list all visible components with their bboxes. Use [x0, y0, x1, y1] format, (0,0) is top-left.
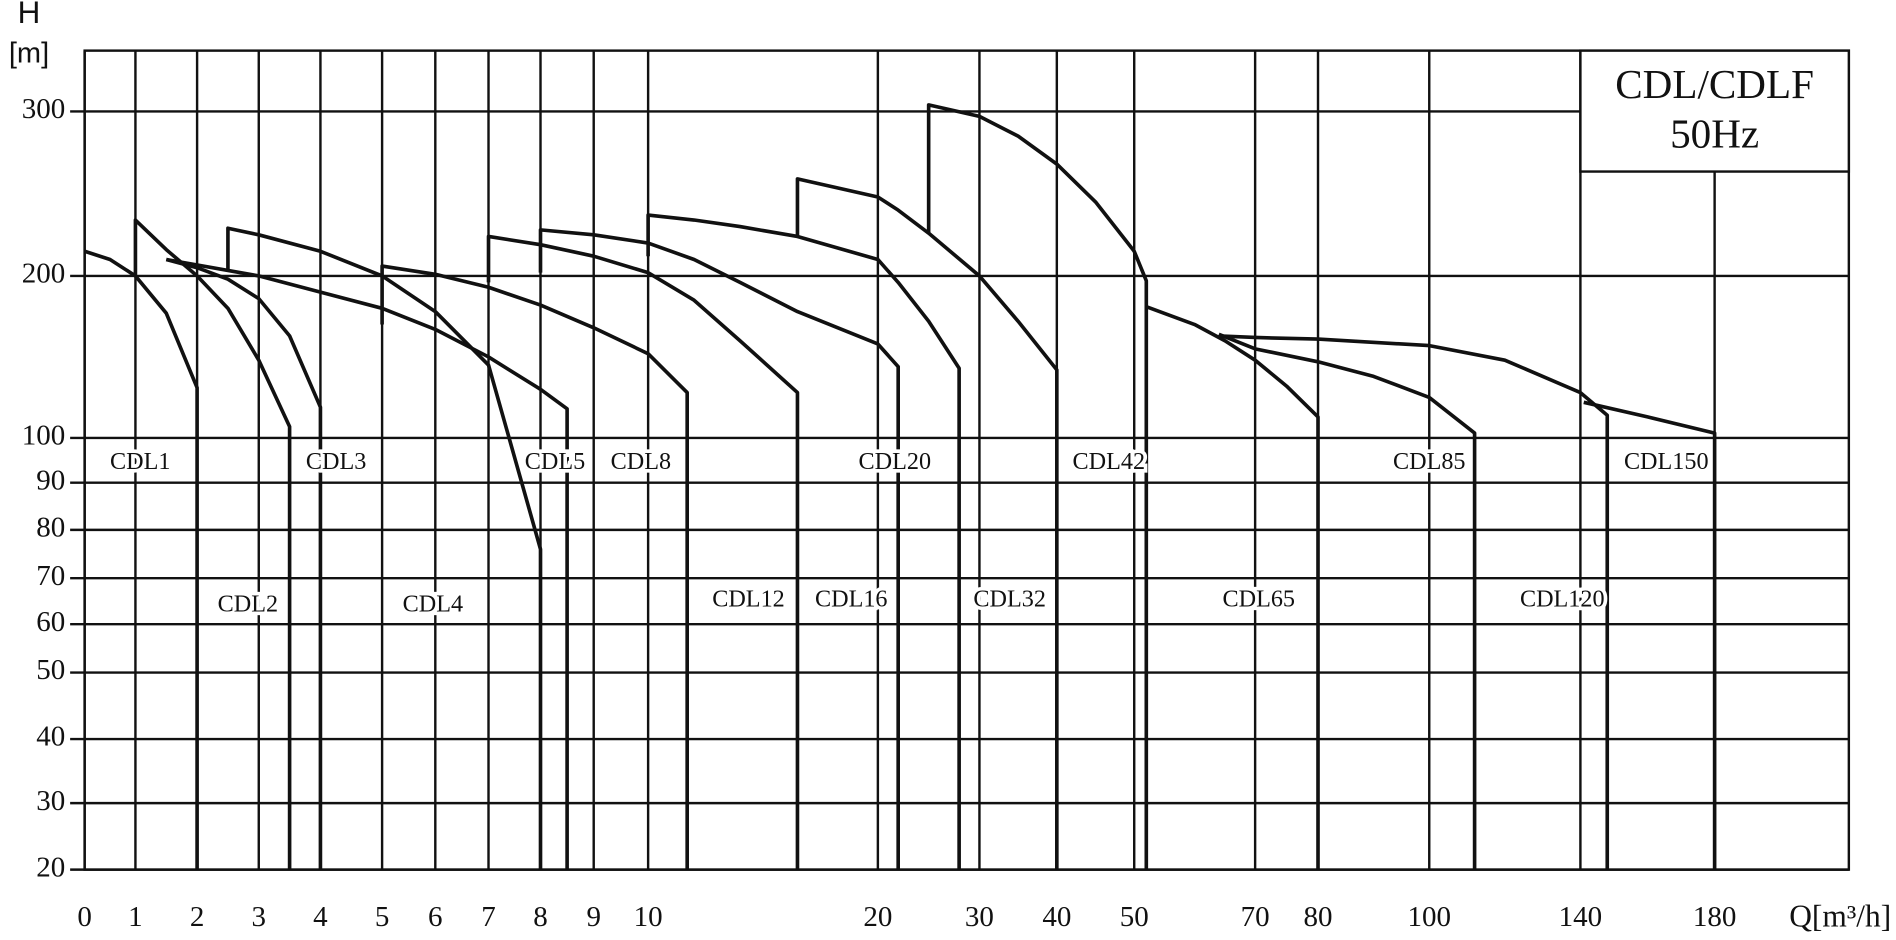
series-label: CDL4 — [403, 591, 463, 618]
series-label: CDL32 — [973, 586, 1046, 613]
x-tick-label: 70 — [1241, 901, 1270, 933]
x-tick-label: 80 — [1304, 901, 1333, 933]
performance-curve — [380, 264, 689, 870]
performance-curve — [165, 257, 569, 870]
series-label: CDL120 — [1520, 586, 1605, 613]
y-tick-label: 80 — [36, 512, 65, 544]
series-label: CDL8 — [611, 448, 671, 475]
y-axis-unit: [m] — [9, 37, 49, 69]
x-tick-label: 5 — [375, 901, 390, 933]
performance-curve — [1218, 332, 1477, 870]
y-tick-label: 20 — [36, 851, 65, 883]
x-tick-label: 40 — [1042, 901, 1071, 933]
performance-curve — [486, 234, 800, 870]
y-tick-label: 200 — [22, 258, 66, 290]
series-label: CDL42 — [1073, 448, 1146, 475]
title-box — [1579, 49, 1851, 173]
y-tick-label: 90 — [36, 464, 65, 496]
performance-curve — [133, 218, 292, 870]
y-tick-label: 300 — [22, 93, 66, 125]
y-tick-label: 100 — [22, 420, 66, 452]
series-label: CDL1 — [110, 448, 170, 475]
x-axis-label: Q[m³/h] — [1789, 898, 1891, 933]
x-tick-label: 10 — [634, 901, 663, 933]
performance-curve — [1145, 305, 1320, 870]
series-label: CDL12 — [712, 586, 785, 613]
performance-curve — [646, 213, 961, 870]
x-tick-label: 180 — [1693, 901, 1737, 933]
performance-curve — [226, 226, 543, 870]
y-tick-label: 70 — [36, 560, 65, 592]
series-label: CDL5 — [525, 448, 585, 475]
y-tick-label: 40 — [36, 721, 65, 753]
series-label: CDL16 — [815, 586, 888, 613]
performance-curve — [165, 257, 323, 870]
series-label: CDL3 — [306, 448, 366, 475]
series-label: CDL85 — [1393, 448, 1466, 475]
x-tick-label: 0 — [77, 901, 92, 933]
performance-curve — [926, 103, 1149, 870]
x-tick-label: 100 — [1407, 901, 1451, 933]
y-axis-label: H — [18, 0, 41, 30]
performance-curve — [1583, 400, 1717, 870]
x-tick-label: 4 — [313, 901, 328, 933]
x-tick-label: 140 — [1559, 901, 1603, 933]
series-label: CDL2 — [218, 591, 278, 618]
x-tick-label: 2 — [190, 901, 205, 933]
series-label: CDL65 — [1222, 586, 1295, 613]
x-tick-label: 3 — [252, 901, 267, 933]
chart-title: CDL/CDLF — [1615, 61, 1814, 107]
chart-subtitle: 50Hz — [1670, 111, 1759, 157]
x-tick-label: 7 — [481, 901, 496, 933]
performance-curve — [795, 177, 1059, 870]
x-tick-label: 6 — [428, 901, 443, 933]
performance-curve — [84, 249, 199, 870]
y-tick-label: 30 — [36, 785, 65, 817]
performance-curve — [538, 228, 900, 870]
y-tick-label: 50 — [36, 654, 65, 686]
y-tick-label: 60 — [36, 606, 65, 638]
x-tick-label: 1 — [128, 901, 143, 933]
series-label: CDL150 — [1624, 448, 1709, 475]
x-tick-label: 8 — [533, 901, 548, 933]
series-label: CDL20 — [859, 448, 932, 475]
x-tick-label: 9 — [586, 901, 601, 933]
x-tick-label: 50 — [1120, 901, 1149, 933]
performance-curve — [1218, 334, 1610, 870]
plot-frame — [83, 49, 1851, 871]
x-tick-label: 30 — [965, 901, 994, 933]
x-tick-label: 20 — [863, 901, 892, 933]
